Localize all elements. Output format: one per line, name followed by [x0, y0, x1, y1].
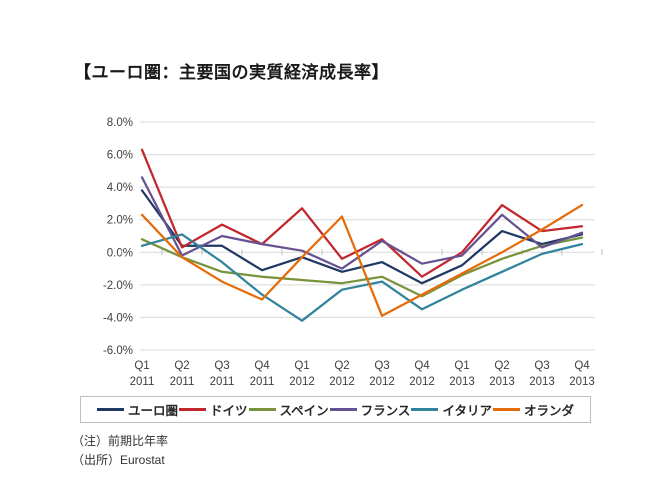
x-tick-year: 2011	[170, 376, 195, 388]
x-tick-year: 2012	[369, 376, 395, 388]
x-tick-year: 2011	[250, 376, 275, 388]
legend-line-swatch	[329, 408, 357, 411]
y-tick-label: 4.0%	[107, 182, 133, 194]
x-tick-quarter: Q1	[454, 360, 469, 372]
legend-item-euro-area: ユーロ圏	[97, 400, 178, 419]
x-tick-quarter: Q3	[374, 360, 389, 372]
legend-line-swatch	[492, 408, 520, 411]
legend-label: ドイツ	[210, 404, 248, 418]
x-tick-quarter: Q2	[334, 360, 349, 372]
legend-item-spain: スペイン	[248, 400, 329, 419]
y-tick-label: 8.0%	[107, 117, 133, 129]
legend-item-france: フランス	[329, 400, 411, 419]
y-tick-label: -4.0%	[103, 312, 133, 324]
y-tick-label: 0.0%	[107, 247, 133, 259]
legend-line-swatch	[97, 408, 124, 411]
note-method: （注）前期比年率	[72, 434, 169, 448]
x-tick-year: 2013	[529, 376, 555, 388]
x-tick-year: 2011	[130, 376, 155, 388]
x-tick-year: 2012	[409, 376, 435, 388]
x-tick-quarter: Q3	[214, 360, 229, 372]
legend-item-italy: イタリア	[411, 400, 492, 419]
x-tick-year: 2011	[210, 376, 235, 388]
line-euro-area	[140, 189, 584, 285]
x-tick-year: 2013	[569, 376, 595, 388]
x-tick-year: 2012	[329, 376, 355, 388]
x-tick-year: 2012	[289, 376, 315, 388]
x-tick-quarter: Q3	[534, 360, 549, 372]
legend-line-swatch	[411, 408, 439, 411]
y-tick-label: -2.0%	[103, 280, 133, 292]
y-tick-label: -6.0%	[103, 345, 133, 357]
y-tick-label: 2.0%	[107, 215, 133, 227]
page-title: 【ユーロ圏：主要国の実質経済成長率】	[74, 63, 389, 82]
x-tick-year: 2013	[449, 376, 475, 388]
legend-label: オランダ	[523, 404, 574, 418]
note-source: （出所）Eurostat	[72, 453, 165, 467]
y-tick-label: 6.0%	[107, 150, 133, 162]
line-netherlands	[140, 203, 584, 317]
x-tick-year: 2013	[489, 376, 515, 388]
x-tick-quarter: Q2	[494, 360, 509, 372]
legend: ユーロ圏 ドイツ スペイン フランス イタリア オランダ	[80, 396, 591, 423]
line-italy	[140, 233, 584, 322]
legend-label: イタリア	[442, 404, 492, 418]
x-tick-quarter: Q4	[414, 360, 430, 372]
x-tick-quarter: Q1	[134, 360, 149, 372]
legend-line-swatch	[179, 408, 207, 411]
line-spain	[140, 236, 584, 298]
legend-label: スペイン	[279, 404, 329, 418]
line-germany	[140, 148, 584, 278]
legend-item-netherlands: オランダ	[492, 400, 574, 419]
legend-item-germany: ドイツ	[179, 400, 248, 419]
x-tick-quarter: Q1	[294, 360, 309, 372]
x-tick-quarter: Q2	[174, 360, 189, 372]
legend-line-swatch	[248, 408, 276, 411]
legend-label: フランス	[360, 404, 411, 418]
legend-label: ユーロ圏	[128, 404, 179, 418]
x-tick-quarter: Q4	[254, 360, 270, 372]
x-tick-quarter: Q4	[574, 360, 590, 372]
line-france	[140, 176, 584, 270]
